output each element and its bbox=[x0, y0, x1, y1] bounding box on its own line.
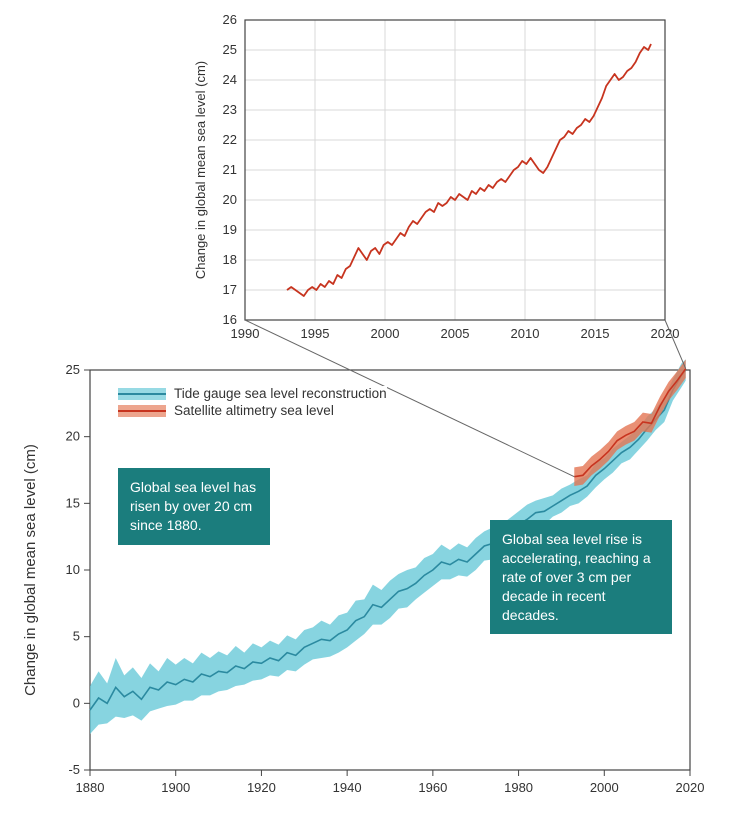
legend-swatch bbox=[118, 405, 166, 417]
legend-swatch bbox=[118, 388, 166, 400]
svg-text:1960: 1960 bbox=[418, 780, 447, 795]
svg-text:1880: 1880 bbox=[76, 780, 105, 795]
legend: Tide gauge sea level reconstruction Satel… bbox=[118, 386, 387, 420]
svg-text:10: 10 bbox=[66, 562, 80, 577]
legend-item: Satellite altimetry sea level bbox=[118, 403, 387, 418]
zoom-connector bbox=[665, 320, 686, 369]
svg-text:1980: 1980 bbox=[504, 780, 533, 795]
svg-text:15: 15 bbox=[66, 495, 80, 510]
svg-text:25: 25 bbox=[66, 362, 80, 377]
svg-text:5: 5 bbox=[73, 629, 80, 644]
svg-text:-5: -5 bbox=[68, 762, 80, 777]
callout-accel: Global sea level rise is accelerating, r… bbox=[490, 520, 672, 634]
svg-text:1940: 1940 bbox=[333, 780, 362, 795]
stage: 1617181920212223242526199019952000200520… bbox=[0, 0, 754, 823]
legend-label: Satellite altimetry sea level bbox=[174, 403, 334, 418]
svg-text:2000: 2000 bbox=[590, 780, 619, 795]
svg-text:2020: 2020 bbox=[676, 780, 705, 795]
legend-label: Tide gauge sea level reconstruction bbox=[174, 386, 387, 401]
svg-text:20: 20 bbox=[66, 429, 80, 444]
svg-text:1920: 1920 bbox=[247, 780, 276, 795]
callout-risen: Global sea level has risen by over 20 cm… bbox=[118, 468, 270, 545]
main-chart-ylabel: Change in global mean sea level (cm) bbox=[22, 444, 39, 696]
svg-text:0: 0 bbox=[73, 695, 80, 710]
legend-item: Tide gauge sea level reconstruction bbox=[118, 386, 387, 401]
svg-text:1900: 1900 bbox=[161, 780, 190, 795]
